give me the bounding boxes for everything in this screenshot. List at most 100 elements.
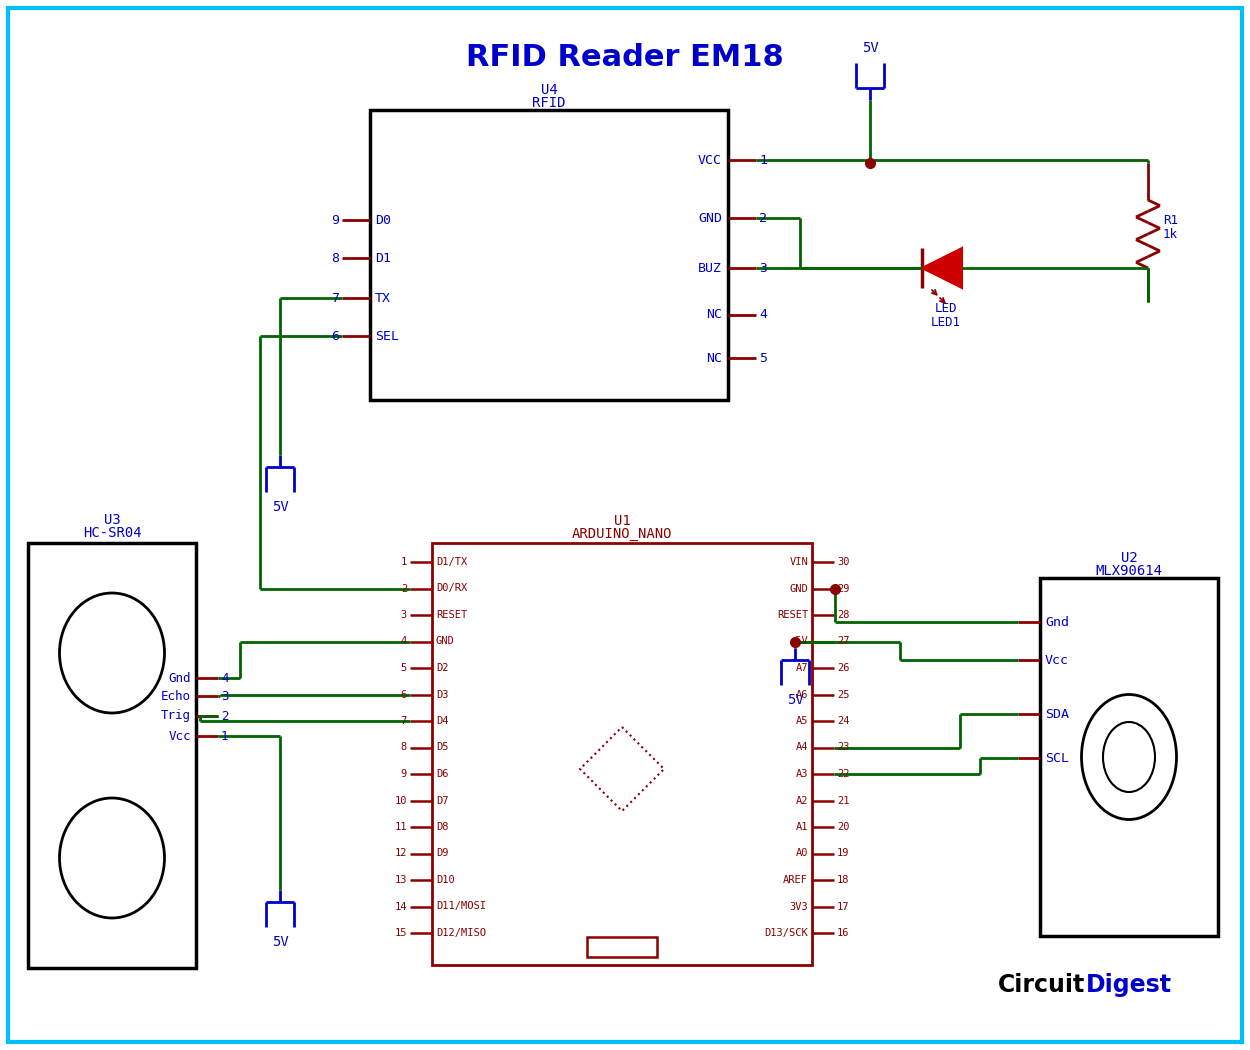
Text: 14: 14 xyxy=(395,902,408,911)
Text: D13/SCK: D13/SCK xyxy=(764,928,808,938)
Text: LED: LED xyxy=(935,301,958,315)
Text: 22: 22 xyxy=(838,769,850,779)
Text: BUZ: BUZ xyxy=(698,261,722,274)
Text: 11: 11 xyxy=(395,822,408,832)
Text: D0/RX: D0/RX xyxy=(436,584,468,593)
Text: GND: GND xyxy=(698,211,722,225)
Text: 28: 28 xyxy=(838,610,850,620)
Text: D12/MISO: D12/MISO xyxy=(436,928,486,938)
Text: A1: A1 xyxy=(795,822,808,832)
Text: RFID Reader EM18: RFID Reader EM18 xyxy=(466,43,784,72)
Ellipse shape xyxy=(1081,694,1176,819)
Text: D5: D5 xyxy=(436,742,449,753)
Text: 1: 1 xyxy=(759,153,768,167)
Text: Vcc: Vcc xyxy=(169,730,191,742)
Text: D8: D8 xyxy=(436,822,449,832)
Text: D10: D10 xyxy=(436,875,455,885)
Text: TX: TX xyxy=(375,292,391,304)
Text: NC: NC xyxy=(706,309,722,321)
Text: D9: D9 xyxy=(436,848,449,859)
Ellipse shape xyxy=(1102,722,1155,792)
Text: ARDUINO_NANO: ARDUINO_NANO xyxy=(571,527,672,541)
Text: 15: 15 xyxy=(395,928,408,938)
Text: D3: D3 xyxy=(436,690,449,699)
Text: D1/TX: D1/TX xyxy=(436,556,468,567)
Text: 4: 4 xyxy=(401,636,408,647)
Text: LED1: LED1 xyxy=(931,315,961,329)
Ellipse shape xyxy=(60,593,165,713)
Polygon shape xyxy=(922,248,962,288)
Text: 1: 1 xyxy=(401,556,408,567)
Text: 1: 1 xyxy=(221,730,229,742)
Text: Echo: Echo xyxy=(161,690,191,702)
Bar xyxy=(588,937,658,957)
Text: 29: 29 xyxy=(838,584,850,593)
Text: GND: GND xyxy=(436,636,455,647)
Text: R1: R1 xyxy=(1162,213,1177,227)
Text: D4: D4 xyxy=(436,716,449,726)
Text: D11/MOSI: D11/MOSI xyxy=(436,902,486,911)
Text: D0: D0 xyxy=(375,213,391,227)
Text: A6: A6 xyxy=(795,690,808,699)
Text: SCL: SCL xyxy=(1045,752,1069,764)
Text: VIN: VIN xyxy=(789,556,808,567)
Text: 16: 16 xyxy=(838,928,850,938)
Text: Gnd: Gnd xyxy=(169,672,191,685)
Text: 19: 19 xyxy=(838,848,850,859)
Text: GND: GND xyxy=(789,584,808,593)
Text: 25: 25 xyxy=(838,690,850,699)
Text: 3V3: 3V3 xyxy=(789,902,808,911)
Text: U3: U3 xyxy=(104,513,120,527)
Bar xyxy=(28,543,196,968)
Bar xyxy=(370,110,728,400)
Text: 5: 5 xyxy=(401,663,408,673)
Text: 6: 6 xyxy=(401,690,408,699)
Text: +5V: +5V xyxy=(789,636,808,647)
Text: 10: 10 xyxy=(395,796,408,805)
Text: A4: A4 xyxy=(795,742,808,753)
Text: D1: D1 xyxy=(375,252,391,265)
Text: NC: NC xyxy=(706,352,722,364)
Text: MLX90614: MLX90614 xyxy=(1095,564,1162,578)
Text: U1: U1 xyxy=(614,514,630,528)
Text: AREF: AREF xyxy=(782,875,808,885)
Text: 4: 4 xyxy=(221,672,229,685)
Text: 8: 8 xyxy=(331,252,339,265)
Text: RESET: RESET xyxy=(776,610,808,620)
Text: RESET: RESET xyxy=(436,610,468,620)
Text: 23: 23 xyxy=(838,742,850,753)
Text: 13: 13 xyxy=(395,875,408,885)
Text: 20: 20 xyxy=(838,822,850,832)
Text: 17: 17 xyxy=(838,902,850,911)
Text: 18: 18 xyxy=(838,875,850,885)
Text: 12: 12 xyxy=(395,848,408,859)
Text: 24: 24 xyxy=(838,716,850,726)
Text: 5V: 5V xyxy=(861,41,879,55)
Text: VCC: VCC xyxy=(698,153,722,167)
Text: Circuit: Circuit xyxy=(998,973,1085,997)
Polygon shape xyxy=(580,727,664,811)
Bar xyxy=(432,543,812,965)
Text: 3: 3 xyxy=(401,610,408,620)
Text: Digest: Digest xyxy=(1086,973,1172,997)
Text: 3: 3 xyxy=(759,261,768,274)
Text: 6: 6 xyxy=(331,330,339,342)
Text: 21: 21 xyxy=(838,796,850,805)
Text: 2: 2 xyxy=(221,710,229,722)
Text: A7: A7 xyxy=(795,663,808,673)
Text: SEL: SEL xyxy=(375,330,399,342)
Ellipse shape xyxy=(60,798,165,918)
Text: 27: 27 xyxy=(838,636,850,647)
Text: 7: 7 xyxy=(401,716,408,726)
Text: SDA: SDA xyxy=(1045,708,1069,720)
Text: A0: A0 xyxy=(795,848,808,859)
Bar xyxy=(1040,578,1218,936)
Text: 4: 4 xyxy=(759,309,768,321)
Text: 2: 2 xyxy=(759,211,768,225)
Text: 5V: 5V xyxy=(271,500,289,514)
Text: Gnd: Gnd xyxy=(1045,615,1069,629)
Text: D6: D6 xyxy=(436,769,449,779)
Text: 3: 3 xyxy=(221,690,229,702)
Text: HC-SR04: HC-SR04 xyxy=(82,526,141,540)
Text: U4: U4 xyxy=(540,83,558,97)
